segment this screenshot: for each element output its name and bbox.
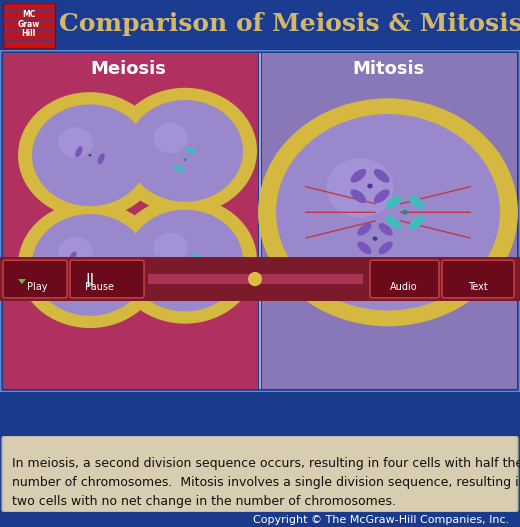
Text: Comparison of Meiosis & Mitosis: Comparison of Meiosis & Mitosis (59, 12, 520, 36)
Circle shape (184, 261, 187, 264)
Text: In meiosis, a second division sequence occurs, resulting in four cells with half: In meiosis, a second division sequence o… (12, 457, 520, 508)
Text: Meiosis: Meiosis (90, 61, 166, 79)
Text: Text: Text (468, 281, 488, 291)
Ellipse shape (350, 169, 366, 183)
Ellipse shape (87, 261, 95, 270)
Circle shape (127, 210, 243, 311)
Text: Pause: Pause (85, 281, 114, 291)
Ellipse shape (374, 169, 389, 183)
Circle shape (18, 92, 162, 219)
Circle shape (372, 237, 378, 241)
FancyBboxPatch shape (442, 260, 514, 298)
Text: Mitosis: Mitosis (352, 61, 424, 79)
FancyBboxPatch shape (70, 260, 144, 298)
Circle shape (248, 272, 262, 286)
Text: Audio: Audio (390, 281, 418, 291)
Circle shape (127, 100, 243, 202)
Circle shape (113, 88, 257, 214)
Circle shape (184, 159, 187, 161)
Bar (3, 53, 258, 389)
Circle shape (113, 198, 257, 324)
Ellipse shape (185, 147, 197, 154)
Circle shape (327, 158, 394, 217)
Ellipse shape (106, 262, 113, 271)
Circle shape (153, 232, 188, 263)
FancyBboxPatch shape (2, 436, 518, 512)
Circle shape (258, 99, 518, 326)
Ellipse shape (385, 195, 401, 209)
Circle shape (32, 214, 148, 316)
Ellipse shape (409, 195, 424, 209)
Text: MC
Graw
Hill: MC Graw Hill (18, 10, 40, 38)
FancyBboxPatch shape (3, 3, 55, 47)
Circle shape (58, 128, 93, 158)
Ellipse shape (357, 242, 371, 254)
Ellipse shape (173, 165, 185, 172)
Ellipse shape (98, 153, 105, 164)
Ellipse shape (69, 251, 76, 260)
Circle shape (153, 123, 188, 153)
Text: Play: Play (27, 281, 47, 291)
Text: Copyright © The McGraw-Hill Companies, Inc.: Copyright © The McGraw-Hill Companies, I… (253, 515, 510, 524)
Ellipse shape (379, 223, 393, 236)
Circle shape (276, 114, 500, 310)
Circle shape (367, 183, 373, 189)
Ellipse shape (75, 147, 82, 157)
Ellipse shape (357, 223, 371, 236)
Circle shape (58, 237, 93, 268)
Circle shape (99, 270, 101, 272)
Ellipse shape (193, 253, 201, 266)
Circle shape (402, 210, 408, 214)
FancyBboxPatch shape (370, 260, 439, 298)
Ellipse shape (385, 216, 401, 229)
Bar (262, 53, 517, 389)
Text: ||: || (85, 272, 95, 286)
Ellipse shape (350, 189, 366, 203)
Circle shape (88, 154, 92, 157)
Circle shape (81, 259, 83, 262)
Bar (148, 275, 363, 284)
FancyBboxPatch shape (3, 260, 67, 298)
Ellipse shape (374, 189, 389, 203)
Ellipse shape (170, 259, 176, 271)
Ellipse shape (409, 216, 424, 229)
Ellipse shape (379, 242, 393, 254)
Circle shape (32, 104, 148, 206)
Circle shape (18, 202, 162, 328)
Ellipse shape (87, 271, 95, 280)
Polygon shape (18, 279, 26, 284)
